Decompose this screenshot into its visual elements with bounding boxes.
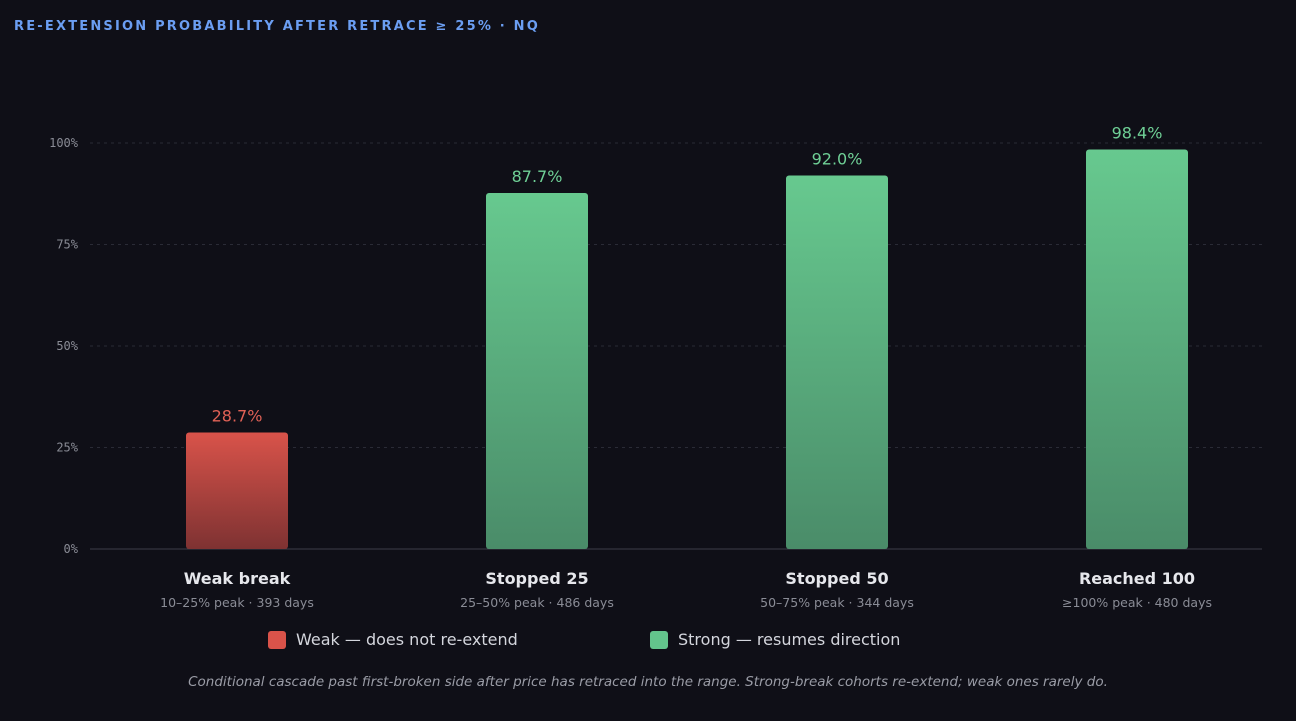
x-category-label: Stopped 25 bbox=[485, 569, 588, 588]
bar bbox=[486, 192, 588, 550]
x-category-subtitle: 25–50% peak · 486 days bbox=[460, 595, 614, 610]
y-tick-label: 50% bbox=[56, 339, 78, 353]
bar bbox=[1086, 149, 1188, 549]
chart-title: RE-EXTENSION PROBABILITY AFTER RETRACE ≥… bbox=[14, 19, 540, 34]
x-category-label: Stopped 50 bbox=[785, 569, 888, 588]
bar bbox=[786, 175, 888, 550]
bar-value-label: 98.4% bbox=[1112, 123, 1163, 142]
legend-label-weak: Weak — does not re-extend bbox=[296, 630, 518, 649]
bar-value-label: 92.0% bbox=[812, 149, 863, 168]
footnote: Conditional cascade past first-broken si… bbox=[188, 674, 1108, 690]
legend-swatch-weak bbox=[268, 630, 286, 649]
legend: Weak — does not re-extend Strong — resum… bbox=[0, 630, 1296, 654]
y-tick-label: 25% bbox=[56, 441, 78, 455]
bar bbox=[186, 432, 288, 549]
legend-item-weak: Weak — does not re-extend bbox=[268, 630, 518, 649]
legend-item-strong: Strong — resumes direction bbox=[650, 630, 900, 649]
legend-swatch-strong bbox=[650, 630, 668, 649]
x-category-label: Reached 100 bbox=[1079, 569, 1195, 588]
legend-label-strong: Strong — resumes direction bbox=[678, 630, 901, 649]
x-category-subtitle: 10–25% peak · 393 days bbox=[160, 595, 314, 610]
y-tick-label: 100% bbox=[49, 136, 79, 150]
bar-chart: 0% 25% 50% 75% 100% 28.7% Weak break 10–25% pea… bbox=[49, 123, 1262, 610]
x-category-label: Weak break bbox=[184, 569, 291, 588]
y-tick-label: 0% bbox=[64, 542, 79, 556]
x-category-subtitle: 50–75% peak · 344 days bbox=[760, 595, 914, 610]
bar-value-label: 28.7% bbox=[212, 406, 263, 425]
y-tick-label: 75% bbox=[56, 238, 78, 252]
bar-value-label: 87.7% bbox=[512, 167, 563, 186]
x-category-subtitle: ≥100% peak · 480 days bbox=[1062, 595, 1212, 610]
